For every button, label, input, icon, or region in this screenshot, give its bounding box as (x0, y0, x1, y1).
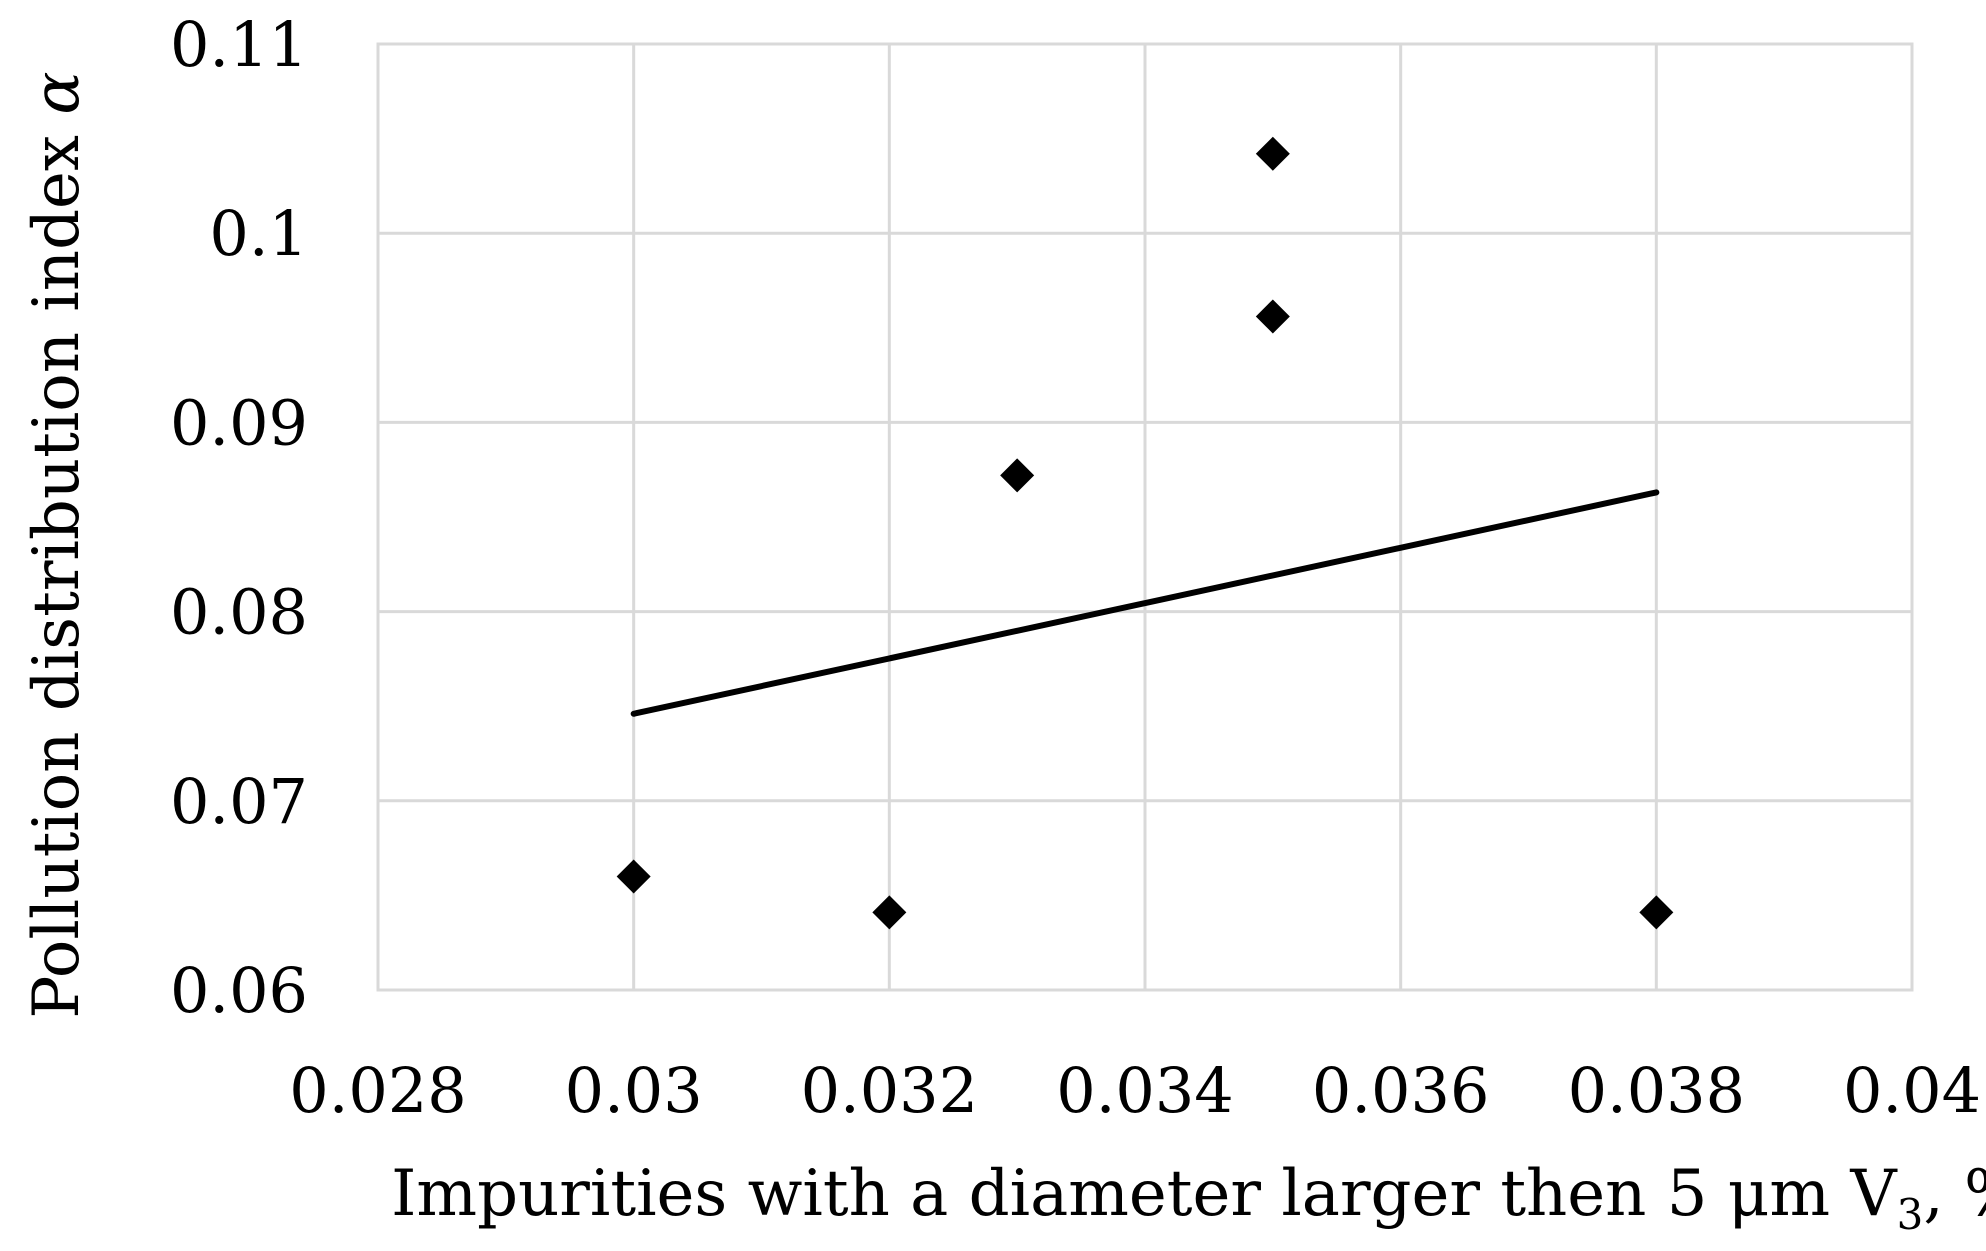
y-axis-label-main: Pollution distribution index (20, 115, 94, 1019)
y-tick-label: 0.11 (170, 8, 308, 81)
y-tick-label: 0.06 (170, 954, 308, 1027)
data-point-diamond (1000, 458, 1035, 493)
x-axis-label: Impurities with a diameter larger then 5… (391, 1157, 1986, 1239)
data-points (616, 136, 1674, 930)
y-tick-label: 0.07 (170, 765, 308, 838)
x-tick-label: 0.036 (1312, 1054, 1490, 1127)
data-point-diamond (1255, 136, 1290, 171)
x-tick-label: 0.038 (1568, 1054, 1746, 1127)
x-axis-label-subscript: 3 (1897, 1190, 1924, 1239)
x-tick-label: 0.032 (801, 1054, 979, 1127)
y-tick-labels: 0.06 0.07 0.08 0.09 0.1 0.11 (170, 8, 308, 1027)
x-tick-label: 0.034 (1056, 1054, 1234, 1127)
y-tick-label: 0.08 (170, 576, 308, 649)
y-axis-label: Pollution distribution index α (20, 71, 94, 1018)
x-tick-label: 0.04 (1843, 1054, 1981, 1127)
x-axis-label-main: Impurities with a diameter larger then 5… (391, 1157, 1898, 1231)
linear-trendline (630, 489, 1660, 717)
x-tick-labels: 0.028 0.03 0.032 0.034 0.036 0.038 0.04 (289, 1054, 1981, 1127)
y-tick-label: 0.09 (170, 386, 308, 459)
grid-lines (376, 42, 1914, 992)
x-axis-label-suffix: , % (1923, 1157, 1986, 1231)
plot-area-border (376, 42, 1914, 992)
y-axis-label-alpha: α (20, 71, 94, 114)
x-tick-label: 0.03 (565, 1054, 703, 1127)
x-tick-label: 0.028 (289, 1054, 467, 1127)
data-point-diamond (872, 895, 907, 930)
data-point-diamond (1639, 895, 1674, 930)
data-point-diamond (616, 859, 651, 894)
data-point-diamond (1255, 299, 1290, 334)
y-tick-label: 0.1 (209, 197, 308, 270)
trendline-group (630, 489, 1660, 717)
